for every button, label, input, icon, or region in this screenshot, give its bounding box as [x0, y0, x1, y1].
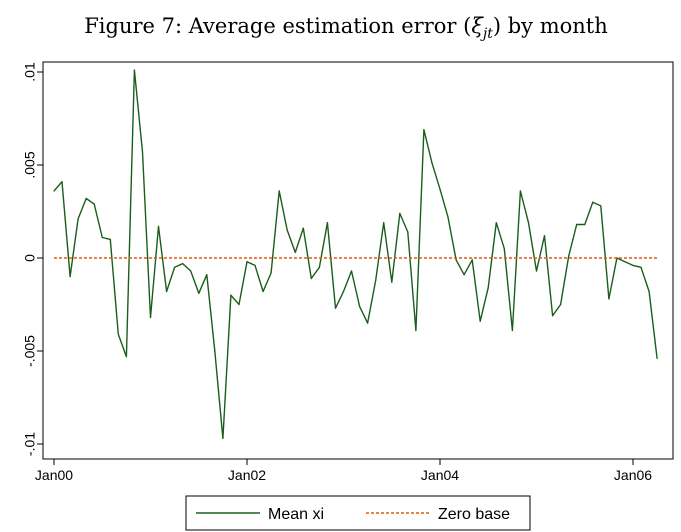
data-point: [190, 270, 192, 272]
data-point: [527, 222, 530, 224]
data-point: [479, 320, 481, 322]
data-point: [350, 270, 353, 272]
data-point: [318, 266, 320, 268]
data-point: [600, 205, 602, 207]
data-point: [133, 69, 135, 71]
data-point: [77, 218, 79, 220]
data-point: [584, 223, 586, 226]
x-tick-label: Jan06: [614, 467, 652, 483]
data-point: [238, 303, 240, 306]
data-point: [230, 294, 232, 296]
x-tick-label: Jan00: [35, 467, 73, 483]
data-point: [423, 129, 425, 131]
legend-label-zero-base: Zero base: [438, 506, 510, 523]
data-point: [455, 259, 457, 261]
data-point: [294, 251, 296, 253]
data-point: [592, 201, 594, 203]
data-point: [214, 350, 216, 352]
data-point: [246, 261, 248, 263]
data-point: [222, 437, 224, 439]
x-axis: Jan00 Jan02 Jan04 Jan06: [35, 459, 652, 483]
data-point: [568, 255, 570, 257]
data-point: [543, 235, 546, 237]
series-line-mean-xi: [53, 69, 658, 440]
data-point: [487, 287, 489, 289]
y-tick-label: -.01: [22, 432, 38, 456]
chart-title-symbol: ξ: [471, 14, 484, 38]
data-point: [439, 188, 441, 190]
y-tick-label: .01: [22, 62, 38, 82]
data-point: [391, 281, 393, 283]
data-point: [608, 298, 610, 300]
data-point: [278, 190, 280, 192]
data-point: [262, 290, 264, 293]
data-point: [367, 322, 369, 324]
data-point: [149, 316, 152, 319]
data-point: [254, 264, 256, 266]
chart-title-end: ) by month: [493, 14, 608, 38]
chart-title: Figure 7: Average estimation error (ξjt)…: [84, 14, 608, 42]
data-point: [117, 333, 119, 335]
x-tick-label: Jan04: [421, 467, 459, 483]
data-point: [53, 190, 55, 192]
data-point: [632, 264, 634, 266]
plot-area: [42, 61, 674, 460]
data-point: [61, 181, 63, 183]
data-point: [93, 203, 95, 205]
data-point: [85, 197, 87, 200]
data-point: [535, 270, 538, 272]
data-point: [69, 276, 71, 278]
legend: Mean xi Zero base: [185, 495, 531, 531]
x-tick-label: Jan02: [228, 467, 266, 483]
data-point: [407, 231, 409, 233]
y-axis: .01 .005 0 -.005 -.01: [22, 62, 43, 456]
data-point: [503, 248, 505, 250]
data-point: [270, 272, 272, 274]
data-point: [519, 190, 522, 192]
data-point: [656, 357, 658, 359]
data-point: [415, 329, 417, 332]
data-point: [174, 266, 176, 268]
y-tick-label: 0: [22, 254, 38, 262]
data-point: [383, 222, 385, 224]
data-point: [198, 292, 200, 294]
series-layer: [53, 69, 658, 440]
data-point: [359, 305, 361, 307]
data-point: [576, 223, 578, 226]
data-point: [624, 261, 626, 263]
legend-label-mean-xi: Mean xi: [268, 506, 324, 523]
data-point: [310, 277, 312, 280]
data-point: [399, 212, 401, 214]
data-point: [471, 259, 473, 261]
data-point: [125, 356, 127, 358]
data-point: [342, 290, 345, 293]
chart-title-main: Figure 7: Average estimation error (: [84, 14, 471, 38]
data-point: [431, 162, 433, 164]
data-point: [648, 290, 650, 293]
data-point: [326, 222, 328, 224]
data-point: [109, 238, 111, 240]
data-point: [141, 151, 144, 153]
y-tick-label: .005: [22, 151, 38, 178]
data-point: [166, 290, 168, 293]
data-point: [463, 274, 465, 276]
chart-title-subscript: jt: [480, 26, 493, 42]
data-point: [334, 307, 337, 309]
data-point: [375, 279, 377, 281]
data-point: [101, 236, 103, 239]
data-point: [206, 274, 208, 276]
data-point: [157, 225, 160, 227]
data-point: [447, 216, 449, 218]
data-point: [640, 266, 642, 268]
data-point: [552, 315, 554, 317]
data-point: [286, 229, 288, 231]
data-point: [182, 263, 184, 265]
data-point: [511, 329, 513, 332]
data-point: [302, 227, 304, 229]
data-point: [495, 222, 497, 224]
y-tick-label: -.005: [22, 335, 38, 367]
data-point: [560, 303, 562, 306]
